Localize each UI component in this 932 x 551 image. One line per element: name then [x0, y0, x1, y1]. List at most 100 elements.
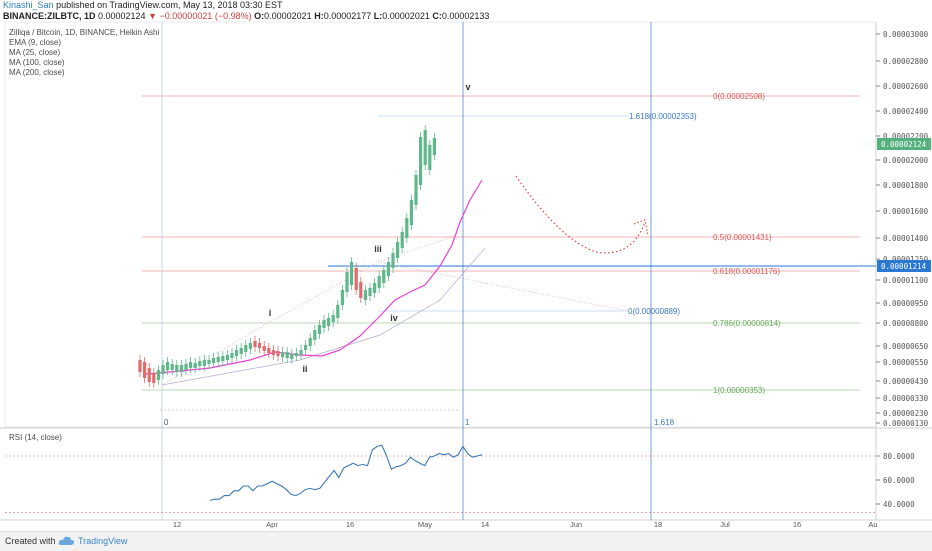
candle-body	[290, 354, 294, 359]
rsi-line	[209, 444, 483, 501]
candle-body	[363, 290, 367, 300]
author-link[interactable]: Kinashi_San	[3, 0, 54, 10]
ma100-legend[interactable]: MA (100, close)	[9, 58, 65, 67]
price-tick-label: 0.00002000	[883, 156, 929, 165]
horizontal-line-tag-text: 0.00001214	[881, 262, 927, 271]
candle-body	[336, 305, 340, 318]
price-tick-label: 0.00000230	[883, 409, 929, 418]
main-pane-frame	[4, 21, 877, 428]
high-value: 0.00002177	[323, 11, 372, 21]
candle-body	[423, 130, 427, 165]
candle-body	[419, 137, 423, 185]
candle-body	[400, 232, 404, 248]
candle-body	[331, 315, 335, 322]
indicator-legend: Zilliqa / Bitcoin, 1D, BINANCE, Heikin A…	[9, 28, 159, 78]
price-tick-label: 0.00001600	[883, 207, 929, 216]
candle-body	[147, 368, 151, 382]
price-tick-label: 0.00001250	[883, 255, 929, 264]
fib-retracement-label: 0(0.00002508)	[713, 92, 765, 101]
wave-label: ii	[302, 364, 307, 374]
fib-extension-label: 1.618(0.00002353)	[629, 112, 697, 121]
candle-body	[396, 242, 400, 258]
published-text: published on TradingView.com, May 13, 20…	[56, 0, 283, 10]
candle-body	[235, 350, 239, 356]
candle-body	[230, 353, 234, 358]
low-value: 0.00002021	[382, 11, 430, 21]
series-title[interactable]: Zilliqa / Bitcoin, 1D, BINANCE, Heikin A…	[9, 28, 160, 37]
candle-body	[276, 351, 280, 356]
last-price: 0.00002124	[98, 11, 146, 21]
horizontal-line-tag	[877, 260, 931, 272]
wave-label: iv	[390, 313, 398, 323]
candle-body	[207, 360, 211, 364]
candle-body	[317, 325, 321, 334]
candle-body	[373, 283, 377, 293]
tradingview-brand[interactable]: TradingView	[78, 536, 128, 546]
candle-body	[281, 352, 285, 357]
candle-body	[377, 276, 381, 288]
candle-body	[391, 253, 395, 268]
wave-label: i	[269, 308, 272, 318]
candle-body	[253, 341, 257, 347]
candle-body	[248, 343, 252, 349]
time-tick-label: 12	[173, 520, 181, 529]
tradingview-cloud-icon	[58, 536, 75, 545]
projection-arrow-icon	[633, 219, 649, 237]
projection-path	[515, 175, 646, 254]
candle-body	[271, 350, 275, 355]
candle-body	[179, 365, 183, 372]
ema-line	[145, 179, 483, 375]
time-fib-label: 0	[164, 418, 169, 427]
time-tick-label: Jun	[570, 520, 582, 529]
time-tick-label: Jul	[720, 520, 730, 529]
candle-body	[156, 370, 160, 380]
chart-header: Kinashi_San published on TradingView.com…	[3, 0, 489, 22]
created-with-text: Created with	[5, 536, 56, 546]
last-price-tag	[877, 138, 931, 150]
ma200-legend[interactable]: MA (200, close)	[9, 68, 65, 77]
candle-body	[166, 362, 170, 370]
candle-body	[382, 270, 386, 283]
rsi-legend[interactable]: RSI (14, close)	[9, 433, 62, 442]
candle-body	[198, 361, 202, 366]
ma25-legend[interactable]: MA (25, close)	[9, 48, 61, 57]
time-tick-label: 18	[654, 520, 662, 529]
candle-body	[189, 362, 193, 368]
candle-body	[267, 348, 271, 353]
candle-body	[327, 318, 331, 326]
price-change: −0.00000021 (−0.98%)	[159, 11, 252, 21]
price-tick-label: 0.00003000	[883, 30, 929, 39]
candle-body	[405, 218, 409, 238]
candle-body	[239, 348, 243, 354]
candle-body	[258, 343, 262, 348]
time-tick-label: May	[418, 520, 432, 529]
rsi-tick-label: 80.0000	[883, 452, 915, 461]
candle-body	[202, 360, 206, 366]
candle-body	[152, 373, 156, 383]
close-value: 0.00002133	[441, 11, 490, 21]
price-chart[interactable]: 0(0.00002508) 0.5(0.00001431) 0.618(0.0000…	[0, 0, 932, 531]
candle-body	[428, 145, 432, 170]
rsi-tick-label: 40.0000	[883, 500, 915, 509]
candle-body	[409, 200, 413, 225]
candle-body	[221, 356, 225, 361]
price-tick-label: 0.00002400	[883, 107, 929, 116]
candle-body	[143, 362, 147, 378]
wave-label: iii	[374, 244, 382, 254]
channel-dotted-line	[377, 261, 629, 312]
candle-body	[170, 364, 174, 370]
ma-slow-line	[161, 247, 486, 386]
fib-retracement-label: 0.786(0.00000814)	[713, 319, 781, 328]
time-tick-label: Apr	[266, 520, 278, 529]
price-tick-label: 0.00000330	[883, 394, 929, 403]
symbol-label[interactable]: BINANCE:ZILBTC, 1D	[3, 11, 96, 21]
fib-retracement-label: 0.5(0.00001431)	[713, 233, 772, 242]
candle-body	[212, 358, 216, 363]
candle-body	[138, 360, 142, 372]
low-label: L:	[373, 11, 383, 21]
candle-body	[350, 262, 354, 285]
price-tick-label: 0.00002800	[883, 57, 929, 66]
ema-legend[interactable]: EMA (9, close)	[9, 38, 62, 47]
price-tick-label: 0.00000430	[883, 377, 929, 386]
wave-label: v	[465, 82, 470, 92]
